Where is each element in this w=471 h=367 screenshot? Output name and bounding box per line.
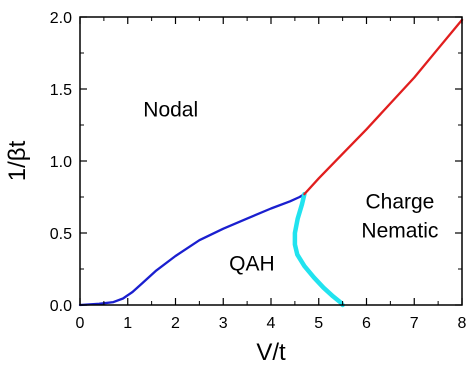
- y-tick-label: 1.5: [50, 82, 72, 99]
- tick-layer: 0 1 2 3 4 5 6 7 8 0.0 0.5 1.0 1.5 2.0: [50, 10, 467, 332]
- x-tick-label: 0: [76, 315, 85, 332]
- x-axis-label: V/t: [256, 339, 286, 366]
- y-tick-label: 1.0: [50, 154, 72, 171]
- series-line-1: [78, 192, 306, 307]
- region-label-nodal: Nodal: [143, 98, 198, 121]
- series-layer: [78, 18, 464, 308]
- x-tick-label: 2: [171, 315, 180, 332]
- x-tick-label: 7: [410, 315, 419, 332]
- x-tick-label: 4: [267, 315, 276, 332]
- x-tick-label: 8: [458, 315, 467, 332]
- x-tick-label: 3: [219, 315, 228, 332]
- region-label-qah: QAH: [229, 252, 275, 275]
- x-tick-label: 5: [314, 315, 323, 332]
- y-axis-label: 1/βt: [4, 140, 31, 181]
- y-tick-label: 0.0: [50, 298, 72, 315]
- x-tick-label: 1: [123, 315, 132, 332]
- region-label-layer: Nodal QAH Charge Nematic: [143, 98, 438, 275]
- series-line-3: [303, 18, 464, 196]
- y-tick-label: 2.0: [50, 10, 72, 27]
- series-line-2: [292, 191, 345, 308]
- region-label-nematic: Nematic: [361, 219, 438, 242]
- y-tick-label: 0.5: [50, 226, 72, 243]
- x-tick-label: 6: [362, 315, 371, 332]
- region-label-charge: Charge: [365, 191, 434, 214]
